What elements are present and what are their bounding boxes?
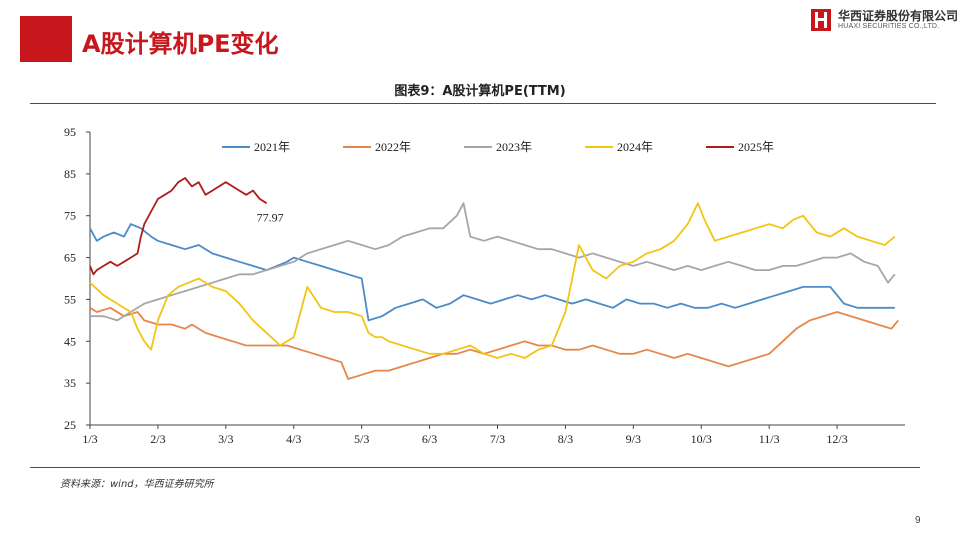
x-tick-label: 12/3 (826, 432, 847, 446)
chart-annotations: 77.97 (257, 210, 284, 224)
page-title: A股计算机PE变化 (82, 30, 279, 58)
x-tick-label: 3/3 (218, 432, 233, 446)
series-line-2022 (89, 306, 899, 380)
x-tick-label: 2/3 (150, 432, 165, 446)
y-tick-label: 75 (64, 209, 76, 223)
series-line-2025 (89, 177, 268, 276)
company-name-en: HUAXI SECURITIES CO.,LTD. (838, 23, 940, 30)
legend-label: 2025年 (738, 140, 774, 154)
chart-lines (89, 177, 899, 380)
last-value-annotation: 77.97 (257, 210, 284, 224)
x-tick-label: 4/3 (286, 432, 301, 446)
y-tick-label: 45 (64, 334, 76, 348)
legend-label: 2022年 (375, 140, 411, 154)
source-rule-right (318, 467, 920, 468)
legend-label: 2024年 (617, 140, 653, 154)
x-tick-label: 8/3 (558, 432, 573, 446)
x-tick-label: 1/3 (82, 432, 97, 446)
source-rule-left (30, 467, 390, 468)
y-tick-label: 85 (64, 167, 76, 181)
legend-label: 2023年 (496, 140, 532, 154)
source-note: 资料来源：wind，华西证券研究所 (60, 479, 214, 490)
legend-label: 2021年 (254, 140, 290, 154)
x-tick-label: 6/3 (422, 432, 437, 446)
title-banner: A股计算机PE变化 (20, 16, 280, 62)
company-name-cn: 华西证券股份有限公司 (838, 9, 959, 23)
chart-legend: 2021年 2022年 2023年 2024年 2025年 (222, 140, 774, 154)
chart-axes: 25 35 45 55 65 75 85 95 1/3 2/3 3/3 4/3 5/3 6/3 7/3 8/3… (64, 125, 905, 446)
y-tick-label: 95 (64, 125, 76, 139)
page-number: 9 (915, 515, 921, 526)
x-tick-label: 7/3 (490, 432, 505, 446)
y-tick-label: 35 (64, 376, 76, 390)
x-tick-label: 11/3 (759, 432, 780, 446)
title-rule (30, 103, 936, 104)
chart-title: 图表9：A股计算机PE(TTM) (394, 84, 566, 99)
series-line-2021 (89, 223, 895, 322)
y-tick-label: 25 (64, 418, 76, 432)
y-tick-label: 55 (64, 292, 76, 306)
x-tick-label: 9/3 (626, 432, 641, 446)
series-line-2023 (90, 202, 896, 322)
company-logo: 华西证券股份有限公司 HUAXI SECURITIES CO.,LTD. (808, 6, 958, 36)
title-banner-block (20, 16, 72, 62)
series-line-2024 (89, 202, 896, 359)
y-tick-label: 65 (64, 251, 76, 265)
huaxi-logo-icon (811, 9, 831, 31)
x-tick-label: 5/3 (354, 432, 369, 446)
x-tick-label: 10/3 (691, 432, 712, 446)
